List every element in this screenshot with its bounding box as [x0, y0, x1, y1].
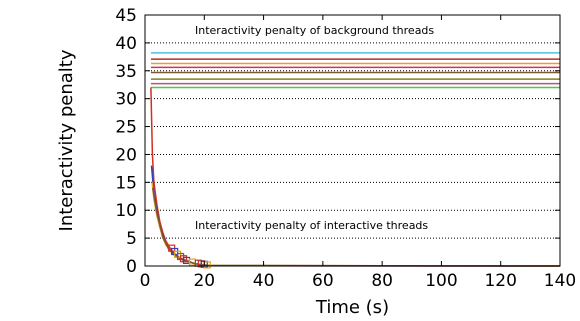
xtick-label-0: 0 [140, 271, 151, 291]
plot-frame [144, 14, 561, 267]
ytick-label-35: 35 [115, 62, 137, 82]
interactive-thread-markers [168, 244, 211, 269]
annotation-background: Interactivity penalty of background thre… [195, 24, 434, 37]
axis-ticks [144, 14, 561, 267]
ytick-label-10: 10 [115, 201, 137, 221]
xtick-label-20: 20 [193, 271, 215, 291]
ytick-label-5: 5 [126, 229, 137, 249]
background-thread-lines [150, 52, 560, 89]
ytick-label-0: 0 [126, 257, 137, 277]
ytick-label-30: 30 [115, 90, 137, 110]
ytick-label-45: 45 [115, 6, 137, 26]
interactive-thread-line-2 [150, 165, 561, 267]
xtick-label-80: 80 [371, 271, 393, 291]
y-tick-labels: 0 5 10 15 20 25 30 35 40 45 [115, 6, 137, 277]
ytick-label-20: 20 [115, 145, 137, 165]
xtick-label-100: 100 [425, 271, 457, 291]
xtick-label-140: 140 [544, 271, 576, 291]
ytick-label-40: 40 [115, 34, 137, 54]
interactive-thread-lines [150, 87, 561, 267]
ytick-label-25: 25 [115, 118, 137, 138]
interactive-thread-line-1 [150, 87, 561, 267]
x-axis-label: Time (s) [315, 297, 389, 318]
annotation-interactive: Interactivity penalty of interactive thr… [195, 219, 428, 232]
gridlines [145, 42, 560, 239]
xtick-label-40: 40 [253, 271, 275, 291]
xtick-label-60: 60 [312, 271, 334, 291]
xtick-label-120: 120 [484, 271, 516, 291]
ytick-label-15: 15 [115, 173, 137, 193]
y-axis-label: Interactivity penalty [56, 49, 77, 231]
x-tick-labels: 0 20 40 60 80 100 120 140 [140, 271, 577, 291]
